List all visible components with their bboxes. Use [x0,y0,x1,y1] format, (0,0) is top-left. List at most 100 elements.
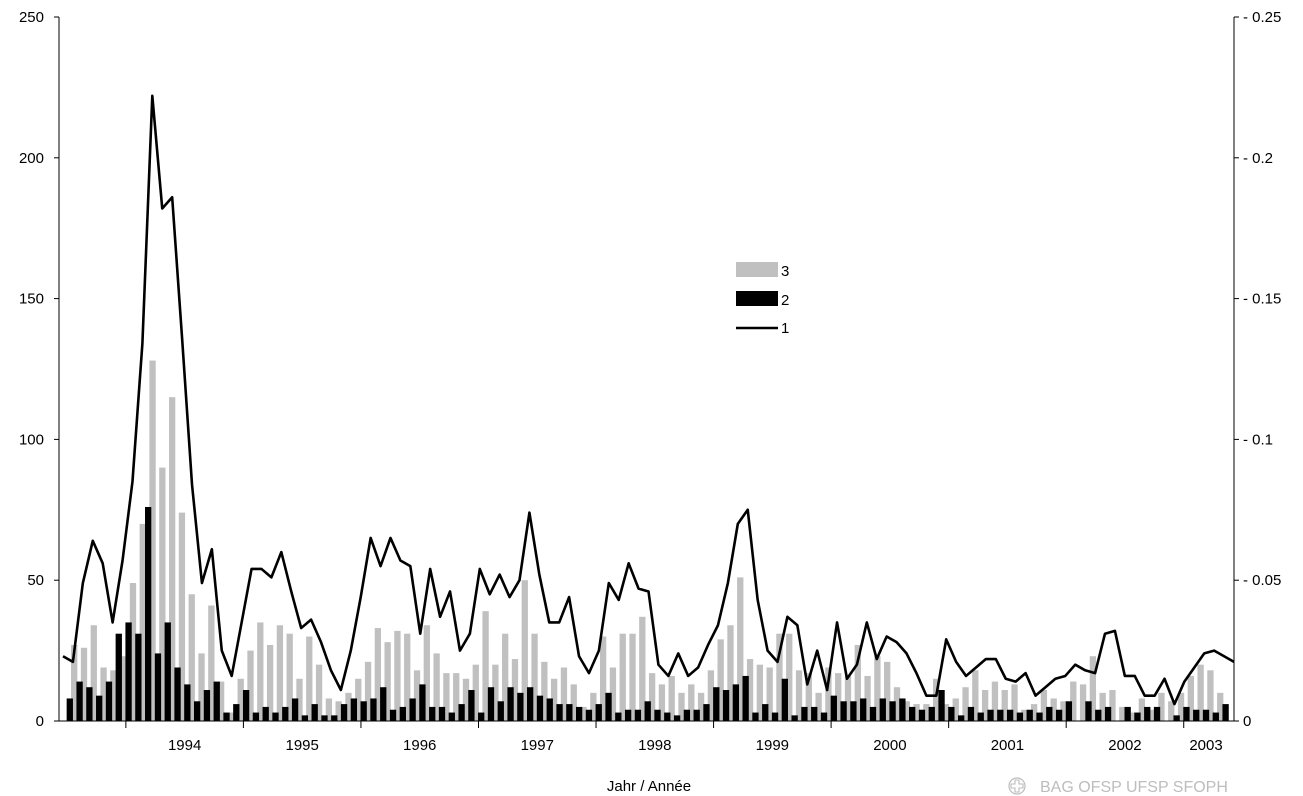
series-2-bar [380,687,387,721]
series-3-bar [531,633,538,721]
series-2-bar [566,704,573,721]
series-2-bar [693,709,700,721]
series-3-bar [169,397,176,721]
series-2-bar [370,698,377,721]
series-2-bar [468,690,475,721]
series-2-bar [262,706,269,721]
series-3-bar [315,664,323,721]
series-3-bar [100,667,107,721]
series-3-bar [355,678,362,721]
series-3-bar [482,611,489,721]
series-3-bar [511,659,519,721]
swiss-cross-icon [1008,777,1026,795]
series-3-bar [776,633,783,721]
series-3-bar [884,661,891,721]
x-axis-ticks: 1994 1995 1996 1997 1998 1999 2000 2001 2002 2003 [125,721,1223,754]
series-3-bar [825,667,832,721]
series-2-bar [76,681,83,721]
series-2-bar [634,709,642,721]
series-3-bar [815,692,822,721]
series-3-bar [198,653,205,721]
series-3-bar [1011,684,1018,721]
legend-label-2: 2 [781,292,789,309]
series-2-bar [1104,706,1112,721]
y-tick-label-left: 0 [36,713,44,730]
series-3-bar [1030,704,1038,721]
series-2-bar [801,706,808,721]
series-2-bar [517,692,524,721]
series-3-bar [629,633,636,721]
series-3-bar [227,712,235,721]
series-3-bar [521,580,528,721]
series-2-bar [850,701,857,721]
series-3-bar [639,616,646,721]
series-3-bar [707,670,715,721]
series-2-bar [997,709,1004,721]
series-3-bar [1079,684,1087,721]
series-2-bar [575,706,583,721]
series-3-bar [404,633,411,721]
x-tick-label: 1994 [168,737,201,754]
series-3-bar [120,656,127,721]
series-2-bar [1124,706,1131,721]
series-2-bar [703,704,710,721]
series-3-bar [247,650,254,721]
series-3-bar [502,633,509,721]
legend: 3 2 1 [736,262,789,337]
series-2-bar [654,709,661,721]
series-3-bar [1148,709,1155,721]
series-2-bar [1006,709,1014,721]
series-2-bar [272,712,279,721]
series-3-bar [972,670,979,721]
series-2-bar [1222,704,1229,721]
series-3-bar [1060,701,1067,721]
legend-swatch-2 [736,291,778,306]
series-3-bar [1207,670,1214,721]
series-2-bar [1202,709,1210,721]
series-3-bar [854,644,861,721]
series-3-bar [345,692,352,721]
x-tick-label: 1997 [521,737,554,754]
series-3-bar [90,625,97,721]
series-3-bar [1040,690,1048,721]
series-3-bar [443,673,450,721]
series-2-bar [889,701,896,721]
series-2-bar [321,715,328,721]
series-2-bar [1173,715,1180,721]
series-2-bar [595,704,602,721]
series-2-bar [869,706,877,721]
series-2-bar [713,687,720,721]
series-2-bar [360,701,367,721]
series-2-bar [164,622,171,721]
series-2-bar [1144,706,1151,721]
series-2-bar [1183,706,1190,721]
series-3-bar [208,605,215,721]
series-2-bar [1085,701,1092,721]
series-2-bar [282,706,289,721]
series-2-bar [184,684,191,721]
series-3-bar [1109,690,1116,721]
series-3-bar [688,684,695,721]
watermark: BAG OFSP UFSP SFOPH [1008,777,1228,796]
series-2-bar [1193,709,1200,721]
series-2-bar [958,715,965,721]
series-3-bar [1070,681,1077,721]
series-3-bar [178,512,186,721]
series-3-bar [570,684,577,721]
series-2-bar [546,698,553,721]
series-3-bar [619,633,626,721]
series-3-bar [139,523,146,721]
series-3-bar [149,360,156,721]
series-3-bar [1128,712,1136,721]
series-3-bar [188,594,195,721]
series-3-bars [71,360,1224,721]
series-2-bar [615,712,622,721]
series-3-bar [423,625,430,721]
series-3-bar [668,675,675,721]
series-3-bar [276,625,284,721]
series-3-bar [237,678,244,721]
y-tick-label-left: 100 [19,431,44,448]
series-3-bar [786,633,793,721]
series-2-bar [242,690,250,721]
